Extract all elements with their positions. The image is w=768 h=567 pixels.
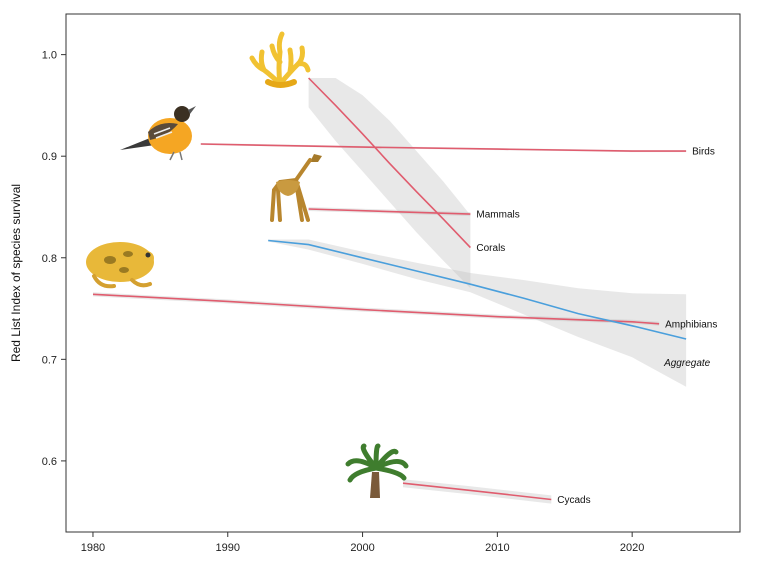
y-tick-label-1: 0.7 — [42, 354, 57, 366]
corals-line — [308, 77, 471, 249]
y-tick-label-0: 0.6 — [42, 456, 57, 468]
series-lines — [92, 77, 687, 501]
y-axis-title: Red List Index of species survival — [9, 184, 23, 362]
corals-label: Corals — [476, 243, 505, 254]
x-axis: 1980 1990 2000 2010 2020 — [81, 532, 644, 554]
aggregate-line — [268, 239, 687, 340]
mammals-label: Mammals — [476, 210, 519, 221]
x-tick-label-1980: 1980 — [81, 542, 105, 554]
x-tick-label-2020: 2020 — [620, 542, 644, 554]
corals-confidence-band — [308, 78, 471, 289]
plot-frame — [65, 13, 741, 533]
aggregate-label: Aggregate — [663, 358, 711, 369]
aggregate-confidence-band — [268, 239, 687, 387]
y-tick-label-4: 1.0 — [42, 50, 57, 62]
birds-label: Birds — [692, 147, 715, 158]
cycads-line — [402, 482, 552, 501]
mammals-line — [308, 208, 471, 215]
frog-icon — [86, 242, 154, 289]
birds-line — [200, 143, 687, 152]
x-tick-label-2010: 2010 — [485, 542, 509, 554]
amphibians-label: Amphibians — [665, 319, 717, 330]
cycads-label: Cycads — [557, 495, 590, 506]
coral-icon — [249, 31, 311, 88]
x-tick-label-2000: 2000 — [350, 542, 374, 554]
series-labels: Birds Mammals Corals Amphibians Cycads Aggreg… — [476, 147, 717, 506]
y-tick-label-2: 0.8 — [42, 253, 57, 265]
cycad-icon — [345, 443, 409, 498]
y-tick-label-3: 0.9 — [42, 151, 57, 163]
bird-icon — [120, 106, 196, 161]
giraffe-icon — [270, 154, 322, 222]
amphibians-line — [92, 293, 660, 325]
x-tick-label-1990: 1990 — [216, 542, 240, 554]
y-axis: 0.6 0.7 0.8 0.9 1.0 — [42, 50, 66, 468]
